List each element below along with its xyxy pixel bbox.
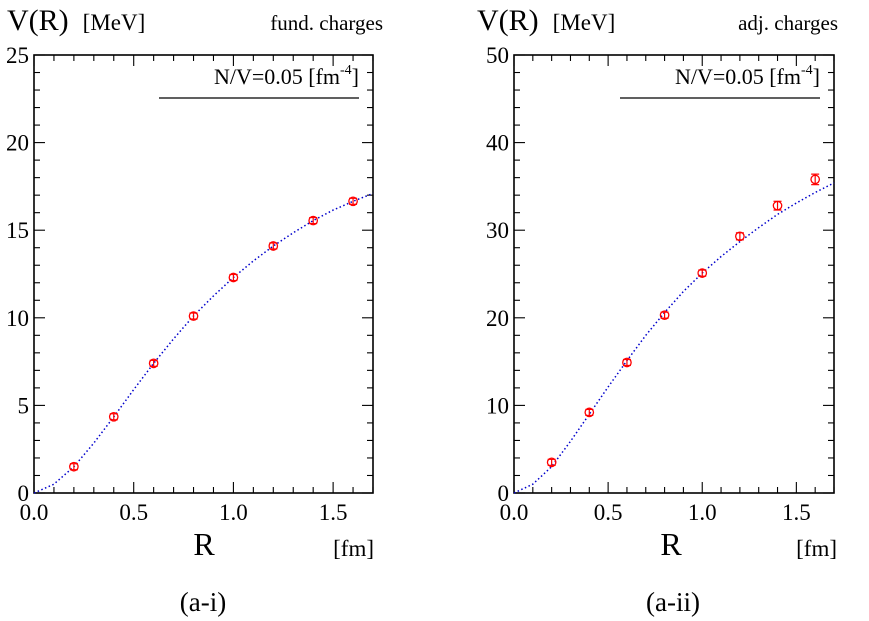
data-point <box>308 215 319 226</box>
data-point <box>772 200 783 211</box>
data-marker <box>659 310 670 321</box>
panel-label: (a-i) <box>180 587 226 617</box>
data-point <box>268 241 279 251</box>
y-tick-label: 30 <box>486 218 509 243</box>
fit-curve <box>33 192 374 494</box>
data-marker <box>772 200 783 211</box>
x-tick-label: 1.0 <box>219 500 248 525</box>
x-axis-unit: [fm] <box>796 536 837 561</box>
y-axis-title: V(R) [MeV] <box>477 4 615 37</box>
x-axis-title: R <box>660 526 682 562</box>
y-tick-label: 15 <box>6 218 29 243</box>
corner-title: fund. charges <box>270 11 383 35</box>
x-tick-label: 1.5 <box>782 500 811 525</box>
y-tick-label: 20 <box>486 306 509 331</box>
data-marker <box>108 411 119 422</box>
legend-superscript: -4 <box>340 63 352 78</box>
plot-frame <box>513 54 835 494</box>
y-axis-unit: [MeV] <box>553 10 616 35</box>
x-tick-label: 1.5 <box>319 500 348 525</box>
data-point <box>108 411 119 422</box>
plot-frame <box>33 54 374 494</box>
legend-superscript: -4 <box>801 63 813 78</box>
data-marker <box>69 461 79 472</box>
data-marker <box>584 407 595 418</box>
data-point <box>228 272 239 283</box>
y-tick-label: 20 <box>6 131 29 156</box>
data-point <box>188 311 199 321</box>
data-marker <box>228 272 239 283</box>
panel-label: (a-ii) <box>646 587 700 617</box>
corner-title: adj. charges <box>738 11 838 35</box>
data-point <box>69 461 79 472</box>
y-tick-label: 40 <box>486 131 509 156</box>
data-marker <box>735 231 745 242</box>
x-tick-label: 0.5 <box>119 500 148 525</box>
data-point <box>584 407 595 418</box>
y-axis-title: V(R) [MeV] <box>7 4 145 37</box>
data-marker <box>308 215 319 226</box>
fit-curve <box>513 182 835 494</box>
data-point <box>348 196 358 207</box>
data-point <box>810 173 821 186</box>
y-tick-label: 50 <box>486 43 509 68</box>
y-tick-label: 10 <box>486 393 509 418</box>
y-tick-label: 25 <box>6 43 29 68</box>
y-tick-label: 0 <box>498 481 510 506</box>
data-marker <box>810 174 821 185</box>
y-tick-label: 10 <box>6 306 29 331</box>
chart-panel-2: 0.0 0.5 1.0 1.5 0 10 20 30 40 50 V(R) [MeV] adj. cha… <box>477 4 838 617</box>
x-tick-label: 0.5 <box>594 500 623 525</box>
legend-close: ] <box>352 64 359 89</box>
data-point <box>148 358 159 369</box>
data-point <box>735 231 745 242</box>
legend-label: N/V=0.05 [fm-4] <box>675 63 820 89</box>
data-marker <box>622 357 632 368</box>
y-tick-label: 5 <box>18 393 30 418</box>
data-point <box>659 310 670 321</box>
x-tick-label: 1.0 <box>688 500 717 525</box>
data-marker <box>268 241 279 251</box>
data-marker <box>148 358 159 369</box>
data-marker <box>697 268 708 278</box>
x-tick-label: 0.0 <box>20 500 49 525</box>
chart-panel-1: 0.0 0.5 1.0 1.5 0 5 10 15 20 25 V(R) [MeV] fund. cha… <box>6 4 383 617</box>
data-point <box>622 357 632 368</box>
x-axis-unit: [fm] <box>333 536 374 561</box>
x-tick-label: 0.0 <box>500 500 529 525</box>
y-tick-label: 0 <box>18 481 30 506</box>
legend-close: ] <box>813 64 820 89</box>
data-point <box>697 268 708 278</box>
data-point <box>546 457 557 468</box>
data-marker <box>348 196 358 207</box>
legend-label: N/V=0.05 [fm-4] <box>214 63 359 89</box>
y-axis-unit: [MeV] <box>83 10 146 35</box>
data-marker <box>188 311 199 321</box>
data-marker <box>546 457 557 468</box>
x-axis-title: R <box>193 526 215 562</box>
